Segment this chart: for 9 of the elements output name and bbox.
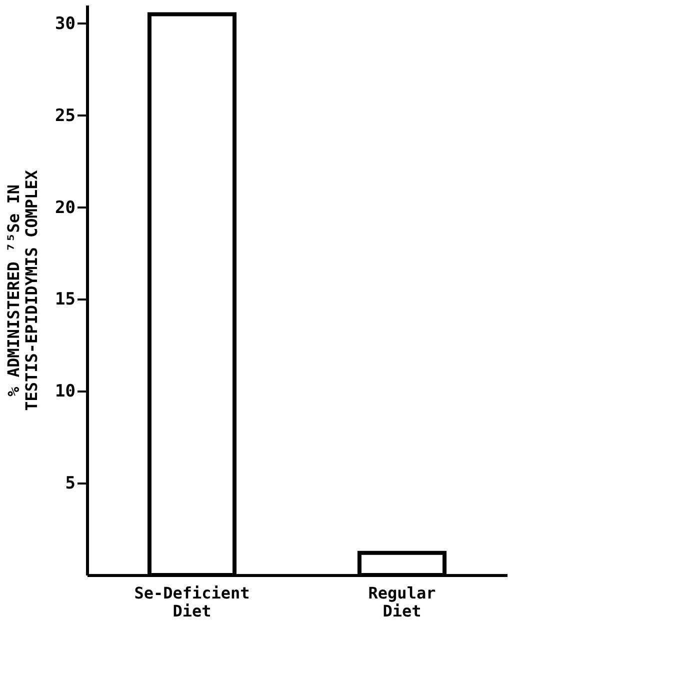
y-tick-label: 30: [55, 14, 76, 34]
y-tick-label: 15: [55, 290, 76, 310]
y-tick-label: 5: [65, 474, 76, 494]
y-tick-label: 20: [55, 198, 76, 218]
y-tick-label: 25: [55, 106, 76, 126]
y-axis-title: % ADMINISTERED ⁷⁵Se IN TESTIS-EPIDIDYMIS COMPLEX: [4, 170, 42, 411]
y-tick-label: 10: [55, 382, 76, 402]
x-tick-label: Se-Deficient Diet: [134, 584, 250, 620]
x-tick-label: Regular Diet: [368, 584, 436, 620]
